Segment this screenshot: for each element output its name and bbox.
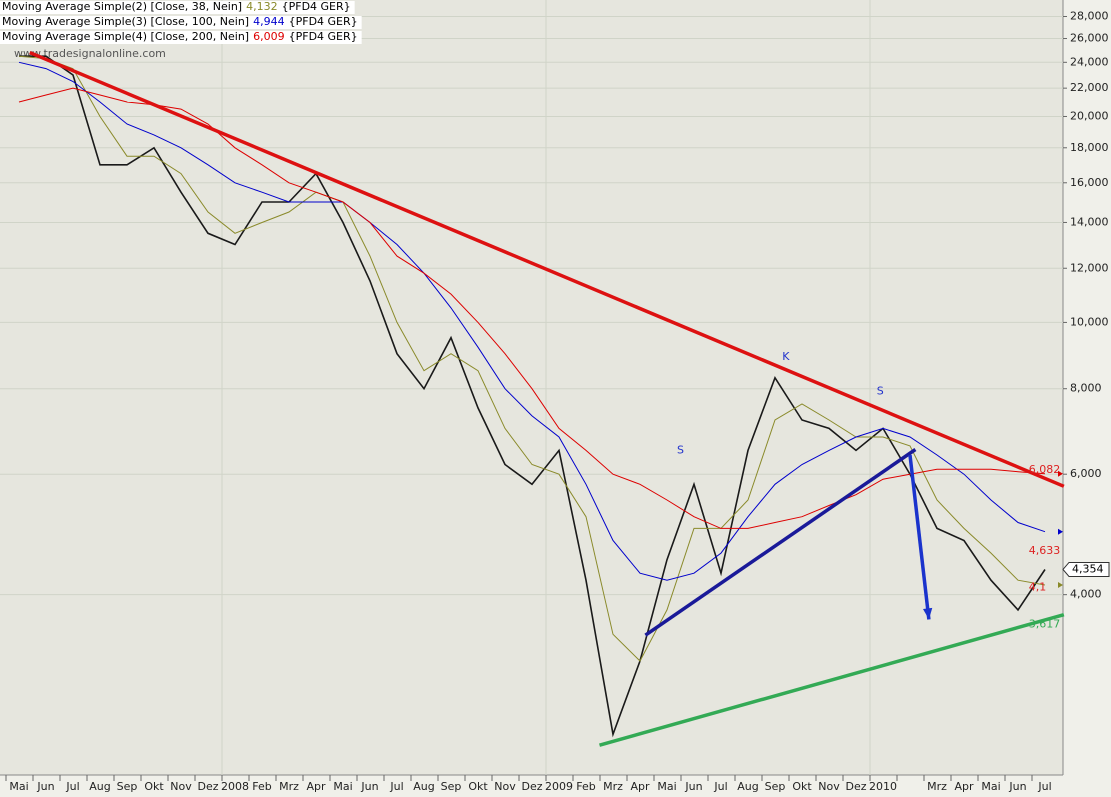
level-label: 4,1: [1029, 580, 1047, 593]
legend-name: Moving Average Simple(3) [Close, 100, Ne…: [2, 15, 249, 28]
x-tick-label: Sep: [441, 780, 462, 793]
y-tick-label: 28,000: [1070, 10, 1109, 23]
trendline: [644, 448, 917, 637]
legend-value: 4,132: [246, 0, 278, 13]
legend-name: Moving Average Simple(2) [Close, 38, Nei…: [2, 0, 242, 13]
trendline: [908, 454, 931, 620]
trendline: [29, 50, 1065, 488]
x-tick-label: Jun: [36, 780, 54, 793]
x-tick-label: Jun: [684, 780, 702, 793]
legend-name: Moving Average Simple(4) [Close, 200, Ne…: [2, 30, 249, 43]
series-line: [19, 55, 1046, 738]
y-tick-label: 4,000: [1070, 588, 1102, 601]
trendline: [599, 612, 1065, 747]
x-tick-label: Feb: [576, 780, 595, 793]
x-tick-label: Aug: [89, 780, 110, 793]
series-line: [18, 61, 1046, 581]
x-axis-panel: [0, 775, 1063, 797]
legend-value-marker: [1058, 470, 1063, 477]
y-tick-label: 26,000: [1070, 32, 1109, 45]
y-tick-label: 18,000: [1070, 141, 1109, 154]
x-tick-label: Mai: [333, 780, 352, 793]
x-tick-label: Mrz: [603, 780, 623, 793]
y-tick-label: 20,000: [1070, 109, 1109, 122]
x-tick-label: Nov: [494, 780, 516, 793]
series-line: [18, 87, 1046, 529]
x-tick-label: Apr: [630, 780, 650, 793]
x-tick-label: 2009: [545, 780, 573, 793]
y-tick-label: 16,000: [1070, 176, 1109, 189]
x-tick-label: Mai: [9, 780, 28, 793]
x-tick-label: Jul: [65, 780, 79, 793]
y-tick-label: 14,000: [1070, 215, 1109, 228]
y-tick-label: 8,000: [1070, 382, 1102, 395]
level-label: 4,633: [1029, 544, 1061, 557]
x-tick-label: Okt: [468, 780, 488, 793]
legend-entry: Moving Average Simple(3) [Close, 100, Ne…: [0, 15, 362, 29]
arrow-head: [922, 607, 933, 620]
annotation: K: [782, 350, 790, 363]
watermark: www.tradesignalonline.com: [14, 47, 166, 60]
x-tick-label: Jul: [389, 780, 403, 793]
x-tick-label: Dez: [521, 780, 542, 793]
series-line: [18, 55, 1046, 662]
x-tick-label: Apr: [954, 780, 974, 793]
x-tick-label: Sep: [765, 780, 786, 793]
x-tick-label: Aug: [737, 780, 758, 793]
legend-value: 4,944: [253, 15, 285, 28]
x-tick-label: Nov: [170, 780, 192, 793]
legend-suffix: {PFD4 GER}: [289, 15, 358, 28]
legend-entry: Moving Average Simple(4) [Close, 200, Ne…: [0, 30, 362, 44]
x-tick-label: Mrz: [927, 780, 947, 793]
x-tick-label: Jun: [360, 780, 378, 793]
x-tick-label: Sep: [117, 780, 138, 793]
x-tick-label: Mai: [981, 780, 1000, 793]
x-tick-label: Feb: [252, 780, 271, 793]
x-tick-label: Jun: [1008, 780, 1026, 793]
x-tick-label: Dez: [197, 780, 218, 793]
x-tick-label: Mai: [657, 780, 676, 793]
x-tick-label: 2010: [869, 780, 897, 793]
annotation: S: [677, 443, 684, 456]
y-tick-label: 12,000: [1070, 261, 1109, 274]
x-tick-label: Apr: [306, 780, 326, 793]
level-label: 6,082: [1029, 463, 1061, 476]
x-tick-label: Okt: [144, 780, 164, 793]
legend-value-marker: [1058, 528, 1063, 535]
x-tick-label: 2008: [221, 780, 249, 793]
y-tick-label: 6,000: [1070, 467, 1102, 480]
y-axis-panel: [1063, 0, 1111, 797]
x-tick-label: Jul: [713, 780, 727, 793]
last-price-box: [1062, 561, 1110, 577]
x-tick-label: Dez: [845, 780, 866, 793]
legend-value: 6,009: [253, 30, 285, 43]
annotation: S: [877, 384, 884, 397]
x-tick-label: Aug: [413, 780, 434, 793]
y-tick-label: 22,000: [1070, 81, 1109, 94]
legend-suffix: {PFD4 GER}: [289, 30, 358, 43]
x-tick-label: Okt: [792, 780, 812, 793]
level-label: 3,617: [1029, 618, 1061, 631]
x-tick-label: Mrz: [279, 780, 299, 793]
legend-suffix: {PFD4 GER}: [282, 0, 351, 13]
legend-bg: [0, 16, 362, 29]
legend-bg: [0, 1, 355, 14]
x-tick-label: Nov: [818, 780, 840, 793]
legend-value-marker: [1058, 582, 1063, 589]
x-tick-label: Jul: [1037, 780, 1051, 793]
y-tick-label: 10,000: [1070, 315, 1109, 328]
y-tick-label: 24,000: [1070, 55, 1109, 68]
last-price-label: 4,354: [1072, 562, 1104, 575]
legend-bg: [0, 31, 362, 44]
legend-entry: Moving Average Simple(2) [Close, 38, Nei…: [0, 0, 355, 14]
